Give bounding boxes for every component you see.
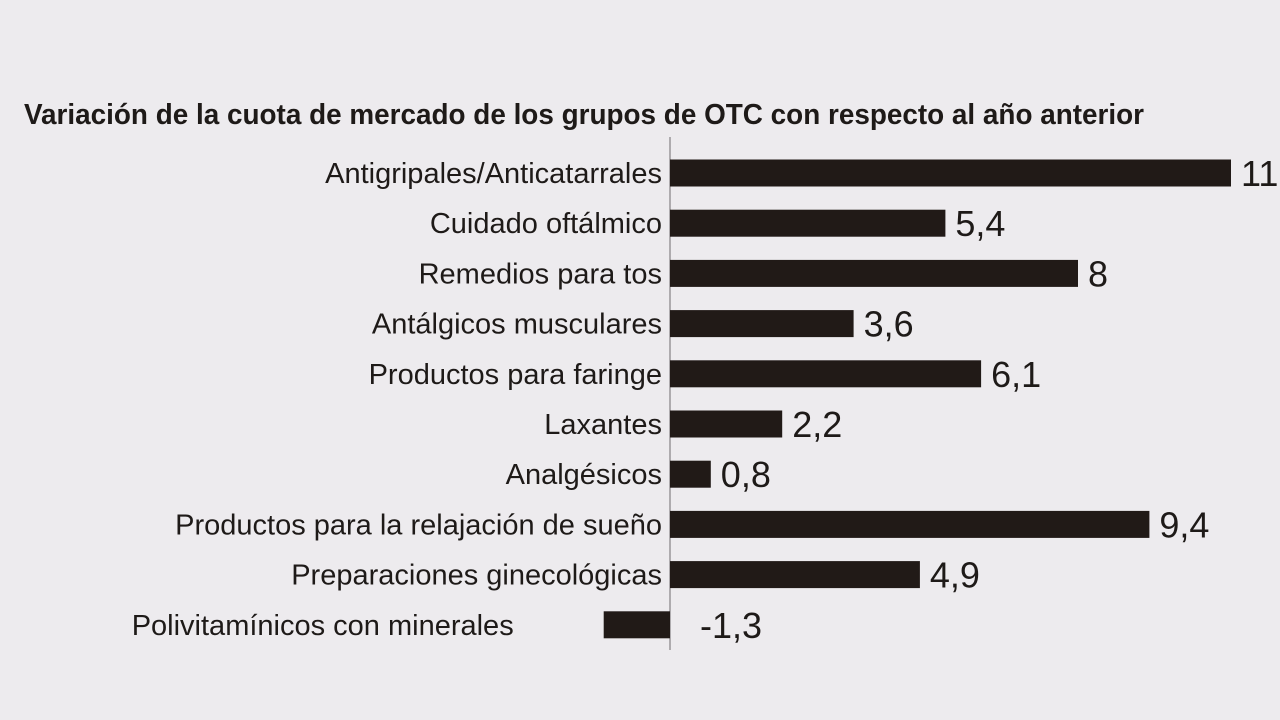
value-labels-group: 11 5,4 8 3,6 6,1 2,2 0,8 9,4 4,9 -1,3 bbox=[700, 153, 1278, 646]
category-label-polivitaminicos-con-minerales: Polivitamínicos con minerales bbox=[132, 610, 514, 642]
value-label-laxantes: 2,2 bbox=[792, 404, 842, 445]
bar-productos-para-la-relajacion-de-sueno bbox=[670, 510, 1150, 538]
chart-title: Variación de la cuota de mercado de los … bbox=[24, 99, 1144, 131]
bars-group bbox=[603, 159, 1231, 639]
category-label-antigripales-anticatarrales: Antigripales/Anticatarrales bbox=[325, 158, 662, 190]
category-label-cuidado-oftalmico: Cuidado oftálmico bbox=[430, 208, 662, 240]
value-label-cuidado-oftalmico: 5,4 bbox=[955, 203, 1005, 244]
bar-cuidado-oftalmico bbox=[670, 209, 946, 237]
bar-preparaciones-ginecologicas bbox=[670, 561, 920, 589]
bar-productos-para-faringe bbox=[670, 360, 982, 388]
category-label-analgesicos: Analgésicos bbox=[506, 459, 662, 491]
category-label-preparaciones-ginecologicas: Preparaciones ginecológicas bbox=[291, 560, 662, 592]
value-label-productos-para-la-relajacion-de-sueno: 9,4 bbox=[1159, 504, 1209, 545]
value-label-productos-para-faringe: 6,1 bbox=[991, 354, 1041, 395]
value-label-preparaciones-ginecologicas: 4,9 bbox=[930, 555, 980, 596]
category-labels-group: Antigripales/Anticatarrales Cuidado oftál… bbox=[132, 158, 662, 642]
category-label-remedios-para-tos: Remedios para tos bbox=[419, 258, 662, 290]
category-label-productos-para-la-relajacion-de-sueno: Productos para la relajación de sueño bbox=[175, 509, 662, 541]
value-label-antigripales-anticatarrales: 11 bbox=[1241, 153, 1278, 194]
category-label-productos-para-faringe: Productos para faringe bbox=[369, 359, 662, 391]
value-label-polivitaminicos-con-minerales: -1,3 bbox=[700, 605, 762, 646]
category-label-antalgicos-musculares: Antálgicos musculares bbox=[372, 309, 662, 341]
bar-analgesicos bbox=[670, 460, 711, 488]
bar-antalgicos-musculares bbox=[670, 310, 854, 338]
category-label-laxantes: Laxantes bbox=[544, 409, 662, 441]
value-label-remedios-para-tos: 8 bbox=[1088, 253, 1108, 294]
value-label-analgesicos: 0,8 bbox=[721, 454, 771, 495]
bar-remedios-para-tos bbox=[670, 259, 1078, 287]
value-label-antalgicos-musculares: 3,6 bbox=[864, 304, 914, 345]
bar-laxantes bbox=[670, 410, 783, 438]
bar-polivitaminicos-con-minerales bbox=[603, 611, 670, 639]
bar-antigripales-anticatarrales bbox=[670, 159, 1231, 187]
